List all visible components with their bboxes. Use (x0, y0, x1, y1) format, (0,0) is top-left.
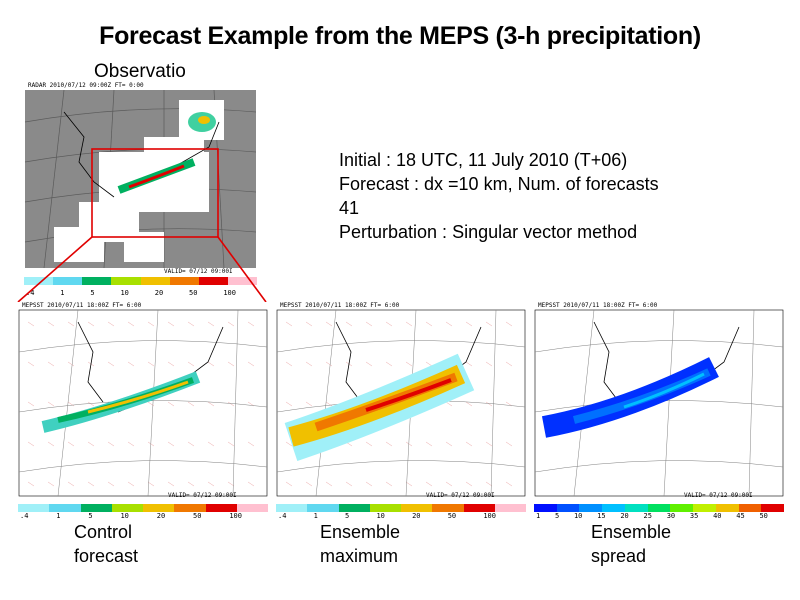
maximum-caption-line1: Ensemble (320, 522, 401, 542)
ensemble-maximum-map: MEPSST 2010/07/11 18:00Z FT= 6:00 VALID=… (276, 302, 526, 512)
tick: 50 (193, 512, 202, 520)
tick: 10 (573, 512, 583, 520)
tick: 1 (56, 512, 61, 520)
tick: 20 (620, 512, 629, 520)
observation-valid: VALID= 07/12 09:00I (164, 268, 233, 275)
tick: .4 (20, 512, 29, 520)
spread-caption: Ensemble spread (591, 520, 671, 568)
spread-caption-line2: spread (591, 546, 647, 566)
observation-map-image (24, 89, 257, 277)
control-valid: VALID= 07/12 09:00I (168, 492, 237, 499)
maximum-valid: VALID= 07/12 09:00I (426, 492, 495, 499)
control-map-image (18, 309, 268, 505)
maximum-map-image (276, 309, 526, 505)
tick: 10 (120, 289, 129, 297)
tick: 5 (88, 512, 93, 520)
observation-header: RADAR 2010/07/12 09:00Z FT= 0:00 (28, 82, 144, 89)
maximum-caption-line2: maximum (320, 546, 399, 566)
tick: 50 (759, 512, 768, 520)
control-ticks: .4 1 5 10 20 50 100 (20, 512, 242, 520)
control-caption: Control forecast (74, 520, 138, 568)
tick: 50 (447, 512, 457, 520)
spread-valid: VALID= 07/12 09:00I (684, 492, 753, 499)
tick: 5 (345, 512, 350, 520)
spread-ticks: 1 5 10 15 20 25 30 35 40 45 50 (536, 512, 768, 520)
tick: 20 (412, 512, 421, 520)
tick: 15 (597, 512, 606, 520)
info-forecast-count: 41 (339, 198, 360, 218)
control-caption-line2: forecast (74, 546, 139, 566)
control-caption-line1: Control (74, 522, 133, 542)
info-perturbation: Perturbation : Singular vector method (339, 222, 638, 242)
control-colorbar (18, 504, 268, 512)
tick: 50 (189, 289, 198, 297)
maximum-header: MEPSST 2010/07/11 18:00Z FT= 6:00 (280, 302, 400, 309)
tick: 30 (666, 512, 676, 520)
tick: 5 (554, 512, 560, 520)
info-initial: Initial : 18 UTC, 11 July 2010 (T+06) (339, 150, 628, 170)
tick: 40 (713, 512, 722, 520)
tick: .4 (278, 512, 287, 520)
control-header: MEPSST 2010/07/11 18:00Z FT= 6:00 (22, 302, 142, 309)
tick: 20 (154, 289, 164, 297)
tick: 10 (376, 512, 385, 520)
tick: 100 (229, 512, 242, 520)
tick: 100 (483, 512, 496, 520)
observation-label-line1: Observatio (94, 61, 186, 82)
ensemble-spread-map: MEPSST 2010/07/11 18:00Z FT= 6:00 VALID=… (534, 302, 784, 512)
tick: 20 (156, 512, 166, 520)
observation-map: RADAR 2010/07/12 09:00Z FT= 0:00 VALID= … (24, 82, 257, 296)
tick: 10 (120, 512, 129, 520)
spread-map-image (534, 309, 784, 505)
tick: 1 (60, 289, 65, 297)
info-forecast: Forecast : dx =10 km, Num. of forecasts (339, 174, 659, 194)
forecast-info: Initial : 18 UTC, 11 July 2010 (T+06) Fo… (339, 148, 719, 244)
spread-colorbar (534, 504, 784, 512)
spread-header: MEPSST 2010/07/11 18:00Z FT= 6:00 (538, 302, 658, 309)
observation-ticks: .4 1 5 10 20 50 100 (26, 289, 236, 297)
spread-caption-line1: Ensemble (591, 522, 672, 542)
tick: 35 (689, 512, 699, 520)
tick: 25 (643, 512, 652, 520)
tick: .4 (26, 289, 35, 297)
tick: 5 (90, 289, 95, 297)
slide-title: Forecast Example from the MEPS (3-h prec… (99, 22, 701, 50)
tick: 1 (536, 512, 541, 520)
tick: 100 (223, 289, 236, 297)
control-forecast-map: MEPSST 2010/07/11 18:00Z FT= 6:00 VALID=… (18, 302, 268, 512)
maximum-ticks: .4 1 5 10 20 50 100 (278, 512, 496, 520)
tick: 45 (736, 512, 745, 520)
tick: 1 (313, 512, 318, 520)
maximum-caption: Ensemble maximum (320, 520, 400, 568)
maximum-colorbar (276, 504, 526, 512)
observation-colorbar (24, 277, 257, 285)
